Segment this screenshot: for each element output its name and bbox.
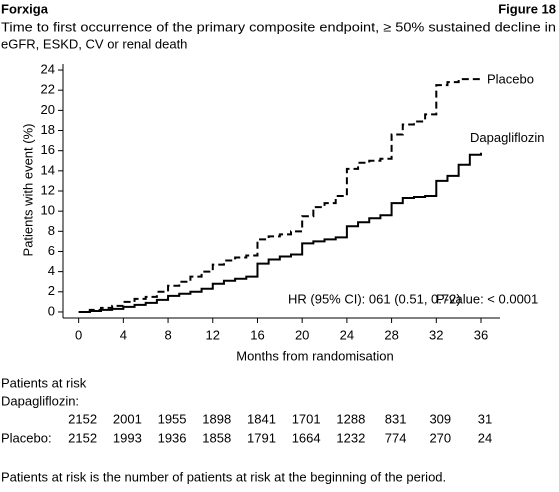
y-tick-label: 22 xyxy=(41,82,55,97)
y-tick-label: 16 xyxy=(41,142,55,157)
x-tick-label: 0 xyxy=(75,327,82,342)
header-right: Figure 18 xyxy=(498,1,556,16)
legend-label: Placebo xyxy=(487,72,534,87)
x-tick-label: 4 xyxy=(120,327,127,342)
risk-value: 2152 xyxy=(68,411,97,426)
risk-value: 309 xyxy=(429,411,451,426)
y-tick-label: 0 xyxy=(48,303,55,318)
risk-value: 1936 xyxy=(158,430,187,445)
x-axis-label: Months from randomisation xyxy=(236,348,394,363)
risk-value: 2152 xyxy=(68,430,97,445)
risk-value: 1791 xyxy=(247,430,276,445)
chart-title: Time to first occurrence of the primary … xyxy=(1,19,556,34)
y-tick-label: 12 xyxy=(41,182,55,197)
y-tick-label: 2 xyxy=(48,283,55,298)
annotation: HR (95% CI): 061 (0.51, 0.72) xyxy=(288,291,461,306)
y-tick-label: 6 xyxy=(48,243,55,258)
risk-value: 1701 xyxy=(292,411,321,426)
chart-title: eGFR, ESKD, CV or renal death xyxy=(1,36,187,51)
x-tick-label: 36 xyxy=(474,327,488,342)
y-tick-label: 24 xyxy=(41,61,55,76)
y-tick-label: 18 xyxy=(41,122,55,137)
risk-value: 2001 xyxy=(113,411,142,426)
risk-value: 1841 xyxy=(247,411,276,426)
header-left: Forxiga xyxy=(1,1,49,16)
risk-value: 31 xyxy=(478,411,492,426)
risk-value: 1232 xyxy=(336,430,365,445)
x-tick-label: 24 xyxy=(340,327,354,342)
risk-value: 1664 xyxy=(292,430,321,445)
risk-value: 1955 xyxy=(158,411,187,426)
risk-value: 774 xyxy=(385,430,407,445)
risk-value: 1993 xyxy=(113,430,142,445)
legend-label: Dapagliflozin xyxy=(470,130,544,145)
y-tick-label: 14 xyxy=(41,162,55,177)
x-tick-label: 12 xyxy=(206,327,220,342)
y-tick-label: 10 xyxy=(41,203,55,218)
annotation: P-value: < 0.0001 xyxy=(436,291,538,306)
x-tick-label: 20 xyxy=(295,327,309,342)
risk-value: 831 xyxy=(385,411,407,426)
risk-row-label: Dapagliflozin: xyxy=(1,393,79,408)
risk-row-label: Placebo: xyxy=(1,430,52,445)
footnote: Patients at risk is the number of patien… xyxy=(1,469,446,484)
y-tick-label: 4 xyxy=(48,263,55,278)
risk-value: 24 xyxy=(478,430,492,445)
risk-value: 1858 xyxy=(202,430,231,445)
risk-value: 1898 xyxy=(202,411,231,426)
series-line xyxy=(78,152,482,313)
x-tick-label: 32 xyxy=(429,327,443,342)
risk-value: 270 xyxy=(429,430,451,445)
x-tick-label: 8 xyxy=(164,327,171,342)
risk-title: Patients at risk xyxy=(1,375,87,390)
x-tick-label: 16 xyxy=(250,327,264,342)
risk-value: 1288 xyxy=(336,411,365,426)
y-tick-label: 20 xyxy=(41,102,55,117)
series-line xyxy=(78,78,481,313)
y-tick-label: 8 xyxy=(48,223,55,238)
y-axis-label: Patients with event (%) xyxy=(20,124,35,257)
x-tick-label: 28 xyxy=(384,327,398,342)
